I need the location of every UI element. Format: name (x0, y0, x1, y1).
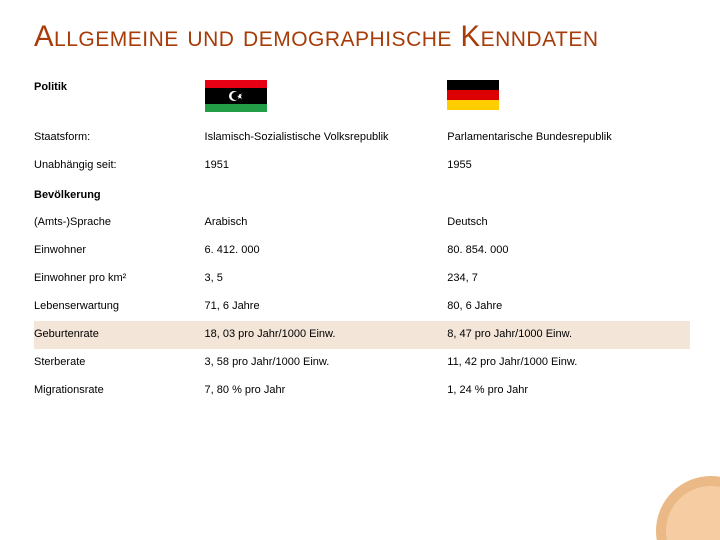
table-section-row: Bevölkerung (34, 180, 690, 210)
row-value-1: 6. 412. 000 (205, 237, 448, 265)
row-label: Sterberate (34, 349, 205, 377)
row-value-2: 80, 6 Jahre (447, 293, 690, 321)
row-value-2: Parlamentarische Bundesrepublik (447, 124, 690, 152)
flag-cell (447, 72, 690, 124)
row-value-2: 11, 42 pro Jahr/1000 Einw. (447, 349, 690, 377)
row-value-2: Deutsch (447, 209, 690, 237)
flag-cell (205, 72, 448, 124)
table-row: Einwohner6. 412. 00080. 854. 000 (34, 237, 690, 265)
row-value-2: 1, 24 % pro Jahr (447, 377, 690, 405)
table-section-row: Politik (34, 72, 690, 124)
table-body: Politik Staatsform:Islamisch-Sozialistis… (34, 72, 690, 405)
row-value-2: 1955 (447, 152, 690, 180)
row-value-2: 8, 47 pro Jahr/1000 Einw. (447, 321, 690, 349)
table-row: (Amts-)SpracheArabischDeutsch (34, 209, 690, 237)
row-label: Einwohner pro km² (34, 265, 205, 293)
table-row: Unabhängig seit:19511955 (34, 152, 690, 180)
row-label: Geburtenrate (34, 321, 205, 349)
section-label: Bevölkerung (34, 180, 205, 210)
row-label: Unabhängig seit: (34, 152, 205, 180)
flag-germany-icon (447, 80, 499, 110)
row-label: Staatsform: (34, 124, 205, 152)
row-value-2: 80. 854. 000 (447, 237, 690, 265)
row-value-1: 71, 6 Jahre (205, 293, 448, 321)
table-row: Lebenserwartung71, 6 Jahre80, 6 Jahre (34, 293, 690, 321)
row-value-1: 1951 (205, 152, 448, 180)
row-value-1: 3, 58 pro Jahr/1000 Einw. (205, 349, 448, 377)
table-row: Einwohner pro km²3, 5234, 7 (34, 265, 690, 293)
row-label: Migrationsrate (34, 377, 205, 405)
row-label: Einwohner (34, 237, 205, 265)
flag-libya-icon (205, 80, 267, 112)
row-value-1: 3, 5 (205, 265, 448, 293)
table-row: Migrationsrate7, 80 % pro Jahr1, 24 % pr… (34, 377, 690, 405)
row-value-1: Arabisch (205, 209, 448, 237)
comparison-table: Politik Staatsform:Islamisch-Sozialistis… (34, 72, 690, 405)
table-row: Staatsform:Islamisch-Sozialistische Volk… (34, 124, 690, 152)
row-label: Lebenserwartung (34, 293, 205, 321)
row-value-1: 18, 03 pro Jahr/1000 Einw. (205, 321, 448, 349)
row-label: (Amts-)Sprache (34, 209, 205, 237)
corner-circle-decoration (656, 476, 720, 540)
slide-title: Allgemeine und demographische Kenndaten (34, 20, 690, 54)
slide: Allgemeine und demographische Kenndaten … (0, 0, 720, 540)
row-value-1: 7, 80 % pro Jahr (205, 377, 448, 405)
table-row: Geburtenrate18, 03 pro Jahr/1000 Einw.8,… (34, 321, 690, 349)
row-value-2: 234, 7 (447, 265, 690, 293)
table-row: Sterberate3, 58 pro Jahr/1000 Einw.11, 4… (34, 349, 690, 377)
section-label: Politik (34, 72, 205, 124)
row-value-1: Islamisch-Sozialistische Volksrepublik (205, 124, 448, 152)
